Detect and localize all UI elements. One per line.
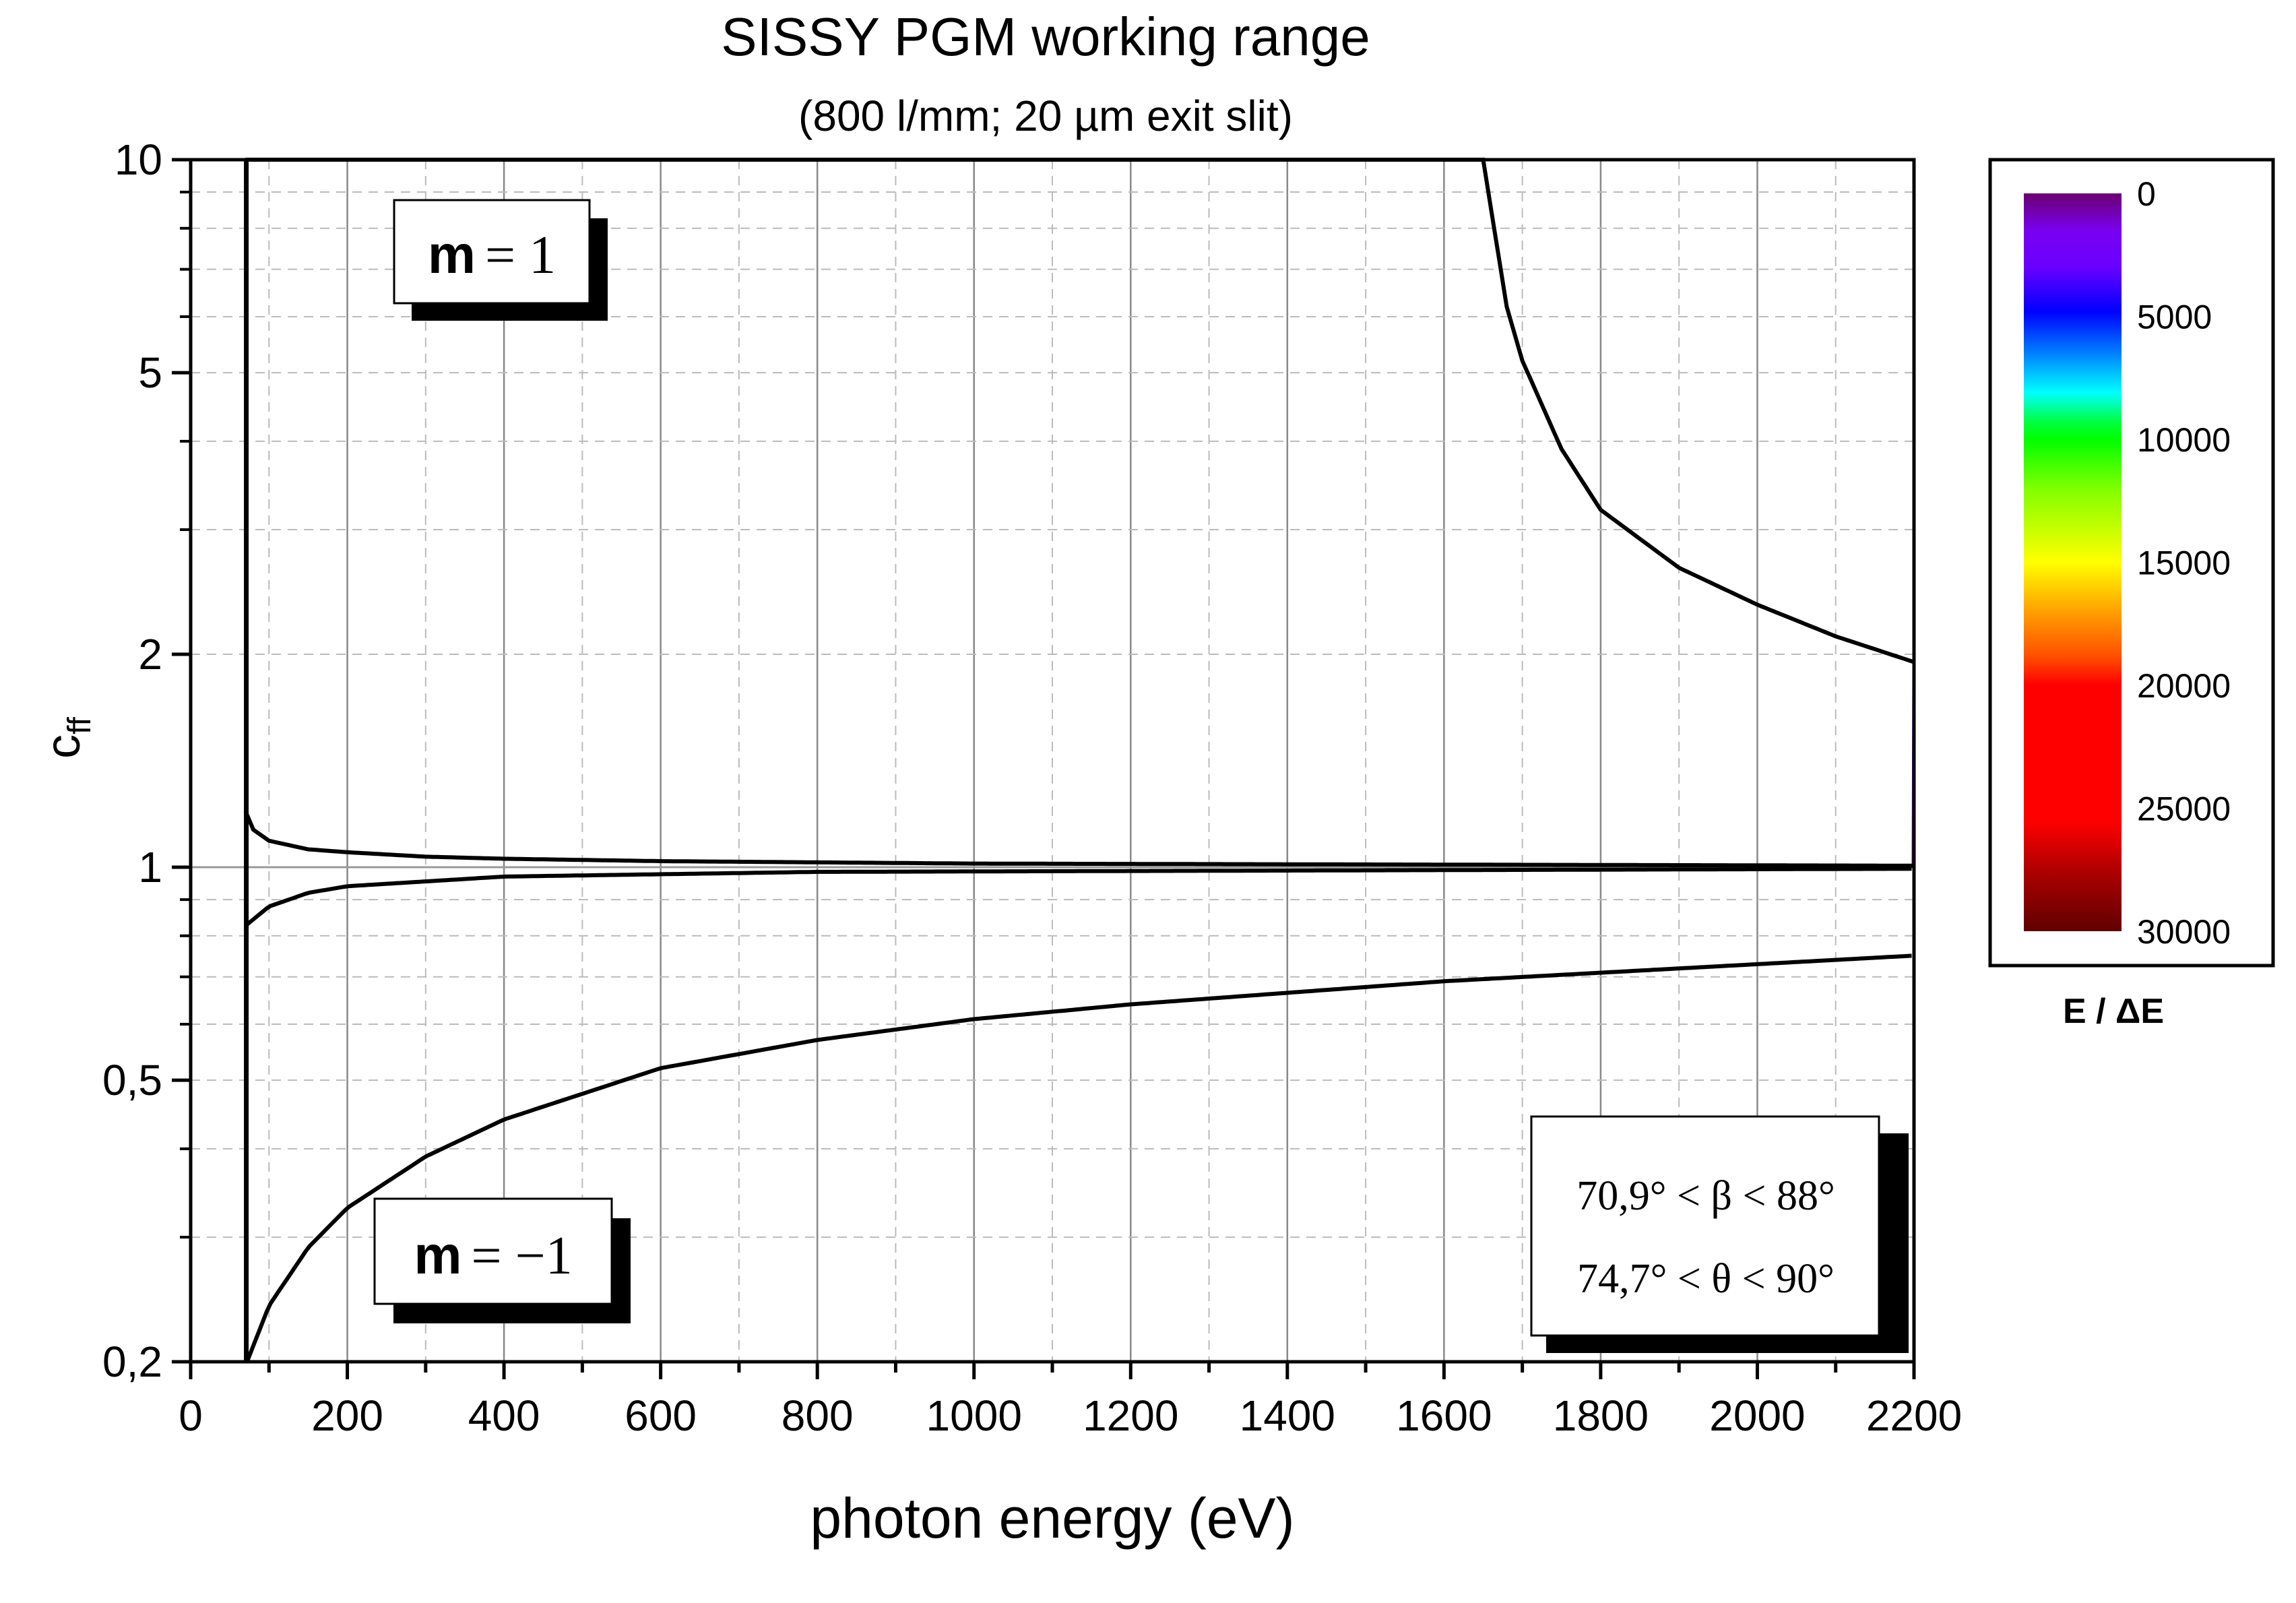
chart-title: SISSY PGM working range <box>721 7 1370 67</box>
chart-subtitle: (800 l/mm; 20 µm exit slit) <box>798 92 1293 140</box>
